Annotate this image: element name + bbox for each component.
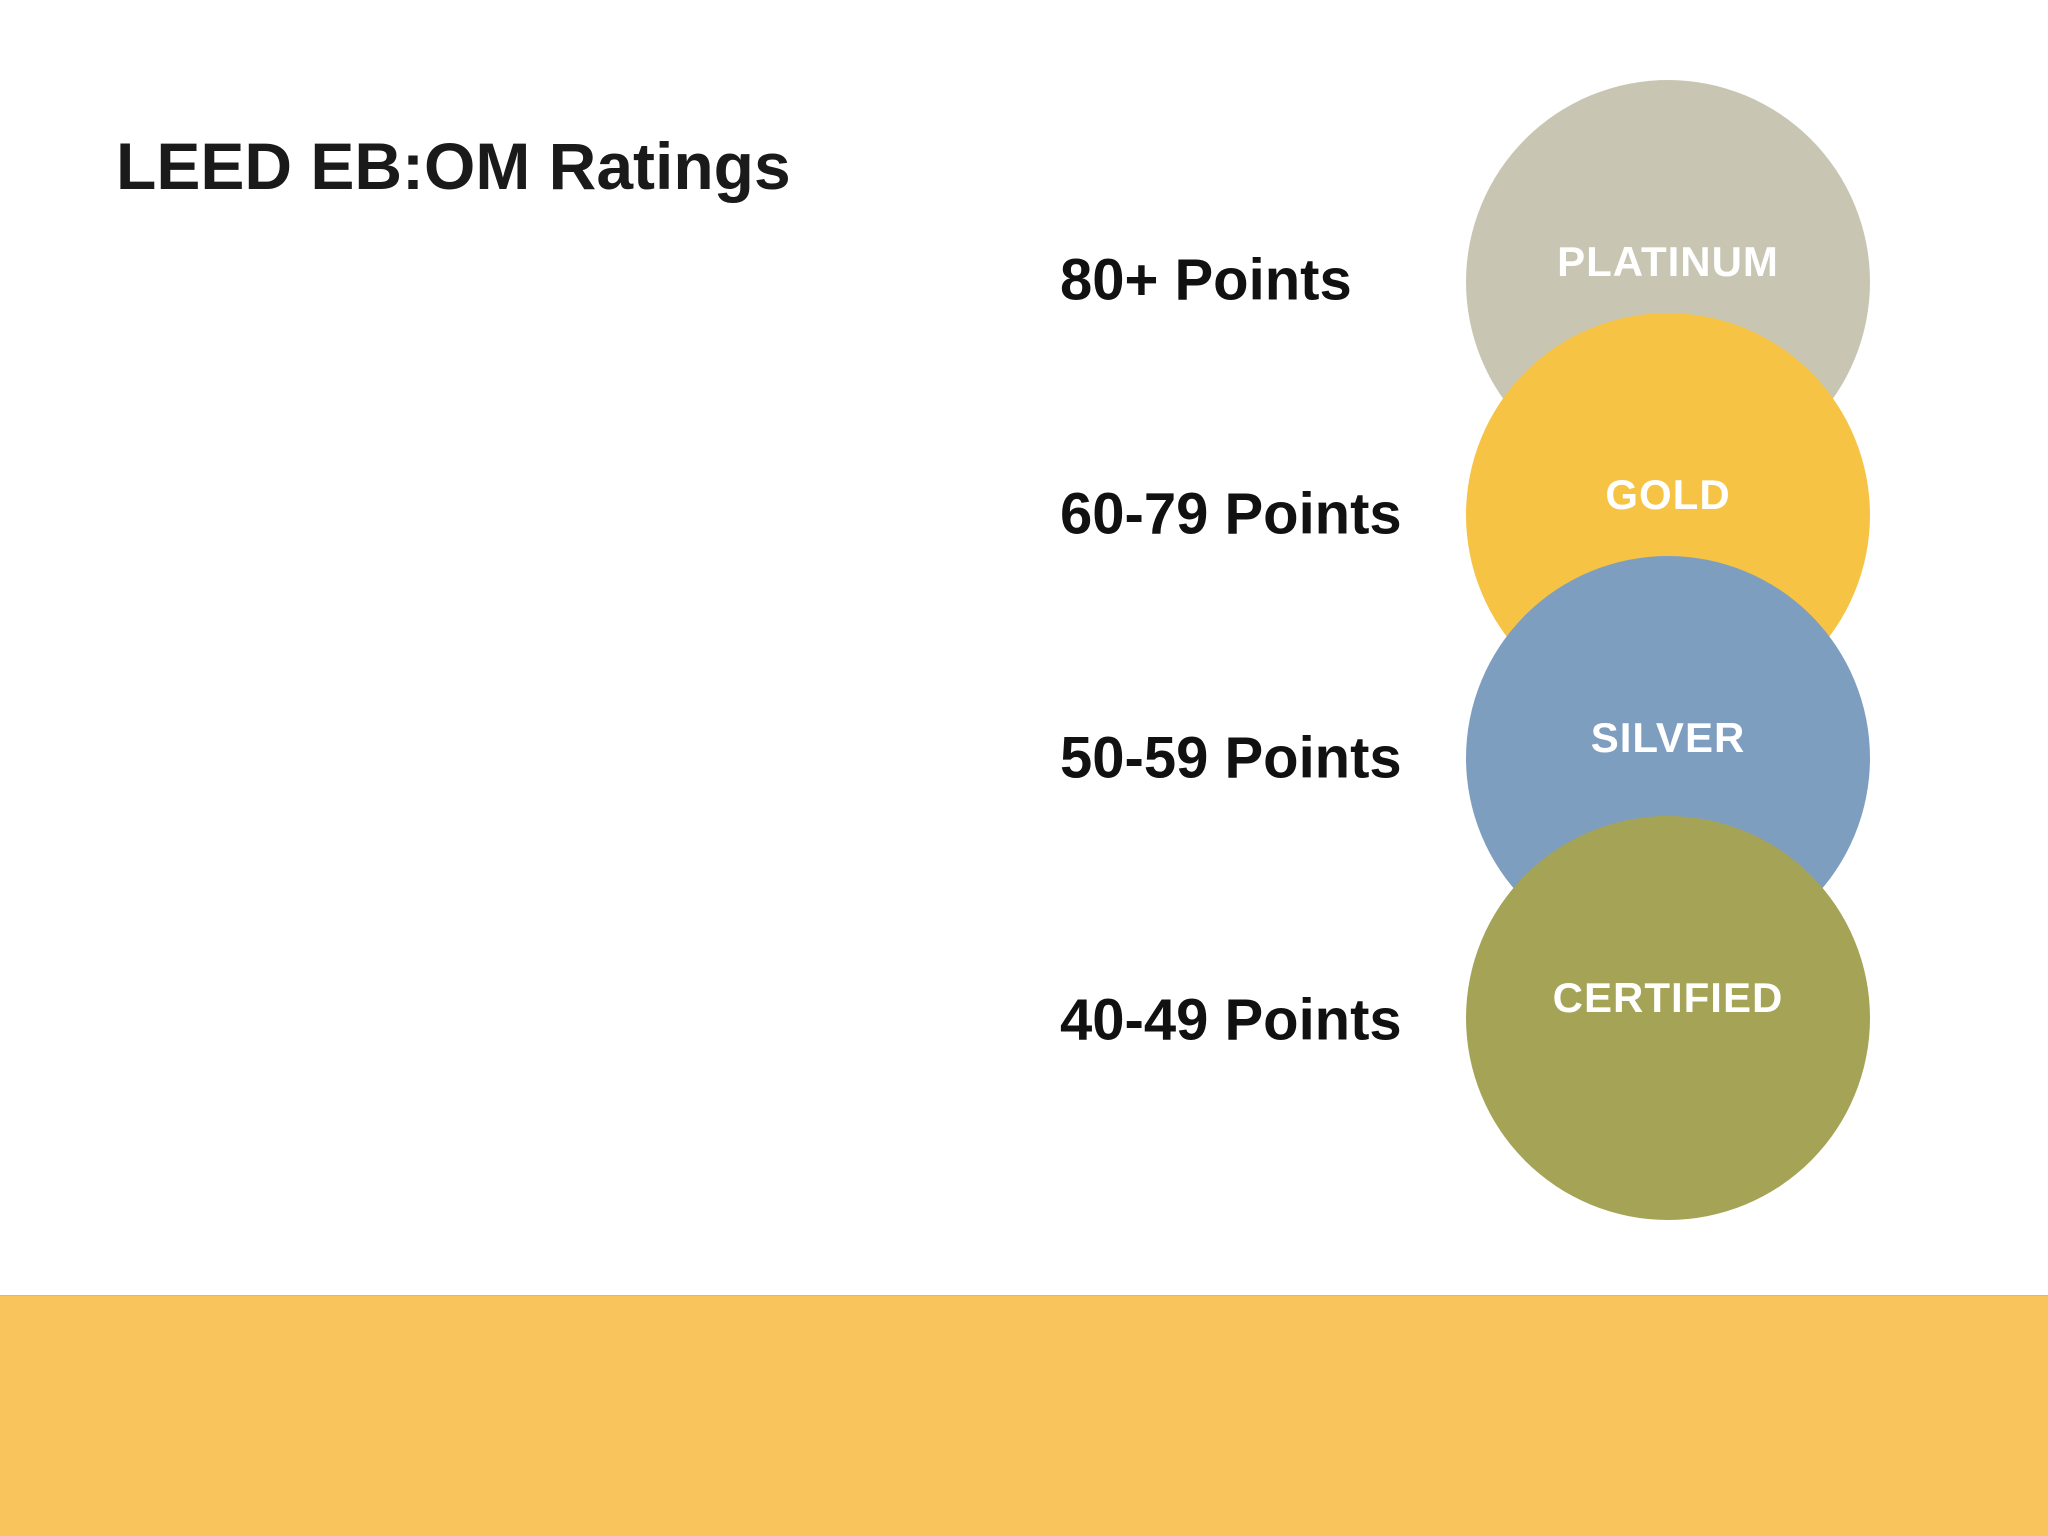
rating-circle-silver-label: SILVER xyxy=(1590,714,1746,761)
points-label-platinum: 80+ Points xyxy=(1060,247,1352,313)
rating-circle-platinum-label: PLATINUM xyxy=(1557,238,1779,285)
rating-circle-gold-label: GOLD xyxy=(1605,471,1731,518)
footer-band xyxy=(0,1295,2048,1536)
rating-circle-certified-label: CERTIFIED xyxy=(1552,974,1784,1021)
rating-circle-certified: CERTIFIED xyxy=(1466,816,1870,1220)
points-label-certified: 40-49 Points xyxy=(1060,987,1402,1053)
points-label-gold: 60-79 Points xyxy=(1060,481,1402,547)
page-title: LEED EB:OM Ratings xyxy=(116,129,791,203)
points-label-silver: 50-59 Points xyxy=(1060,725,1402,791)
